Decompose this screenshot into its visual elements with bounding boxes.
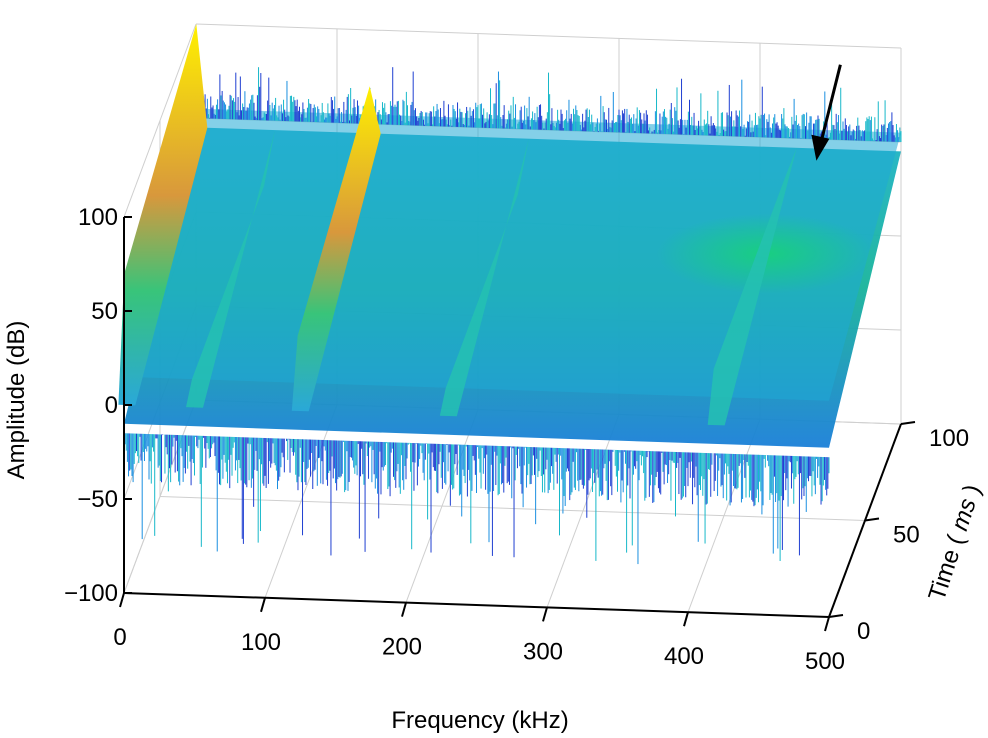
y-axis-title-paren-open: ( <box>942 532 970 548</box>
y-axis-title-unit: ms <box>946 495 982 534</box>
x-tick-mark-1 <box>260 597 266 613</box>
back-wall-grid-h-4 <box>195 23 902 49</box>
x-tick-label-1: 100 <box>241 629 281 656</box>
ridge-3 <box>439 138 529 417</box>
back-edge-noise <box>195 67 902 142</box>
ridge-4 <box>707 147 797 426</box>
z-tick-label-2: 0 <box>105 392 118 419</box>
left-wall-grid-h-4 <box>123 23 197 218</box>
x-tick-label-0: 0 <box>113 624 126 651</box>
x-tick-mark-4 <box>683 611 689 627</box>
z-tick-label-1: −50 <box>77 486 118 513</box>
annotation-arrow-shaft <box>819 64 842 142</box>
front-edge-noise <box>123 433 830 565</box>
z-tick-label-4: 100 <box>78 204 118 231</box>
x-tick-mark-3 <box>542 607 548 622</box>
annotation-arrow <box>811 64 842 161</box>
y-tick-label-1: 50 <box>893 522 920 549</box>
ridge-1 <box>291 86 381 412</box>
x-axis-title: Frequency (kHz) <box>391 707 568 734</box>
y-axis-title-paren-close: ) <box>958 481 986 497</box>
annotation-arrow-head <box>811 134 830 161</box>
z-tick-label-0: −100 <box>64 580 118 607</box>
x-tick-mark-5 <box>824 616 830 632</box>
y-tick-label-2: 100 <box>929 425 969 452</box>
spectrum-surface <box>118 24 902 565</box>
y-axis-title-text: Time <box>923 546 965 604</box>
y-tick-mark-2 <box>900 421 916 425</box>
y-tick-label-0: 0 <box>857 618 870 645</box>
z-axis-title: Amplitude (dB) <box>3 321 30 480</box>
floor-grid-t-1 <box>159 496 866 521</box>
x-tick-label-4: 400 <box>664 643 704 670</box>
y-tick-mark-1 <box>864 517 880 522</box>
y-tick-mark-0 <box>828 614 844 618</box>
x-tick-label-5: 500 <box>805 648 845 675</box>
ridge-0 <box>118 24 208 406</box>
x-tick-mark-0 <box>119 592 125 608</box>
x-axis-line <box>123 592 830 618</box>
tick-labels: −100 −50 0 50 100 0 100 200 300 400 500 0 50 100 <box>64 204 969 675</box>
x-tick-label-3: 300 <box>523 638 563 665</box>
x-tick-label-2: 200 <box>382 634 422 661</box>
ridge-2 <box>186 130 275 408</box>
y-axis-title: Time ( ms ) <box>923 481 986 604</box>
z-tick-label-3: 50 <box>91 298 118 325</box>
x-tick-mark-2 <box>401 602 407 617</box>
